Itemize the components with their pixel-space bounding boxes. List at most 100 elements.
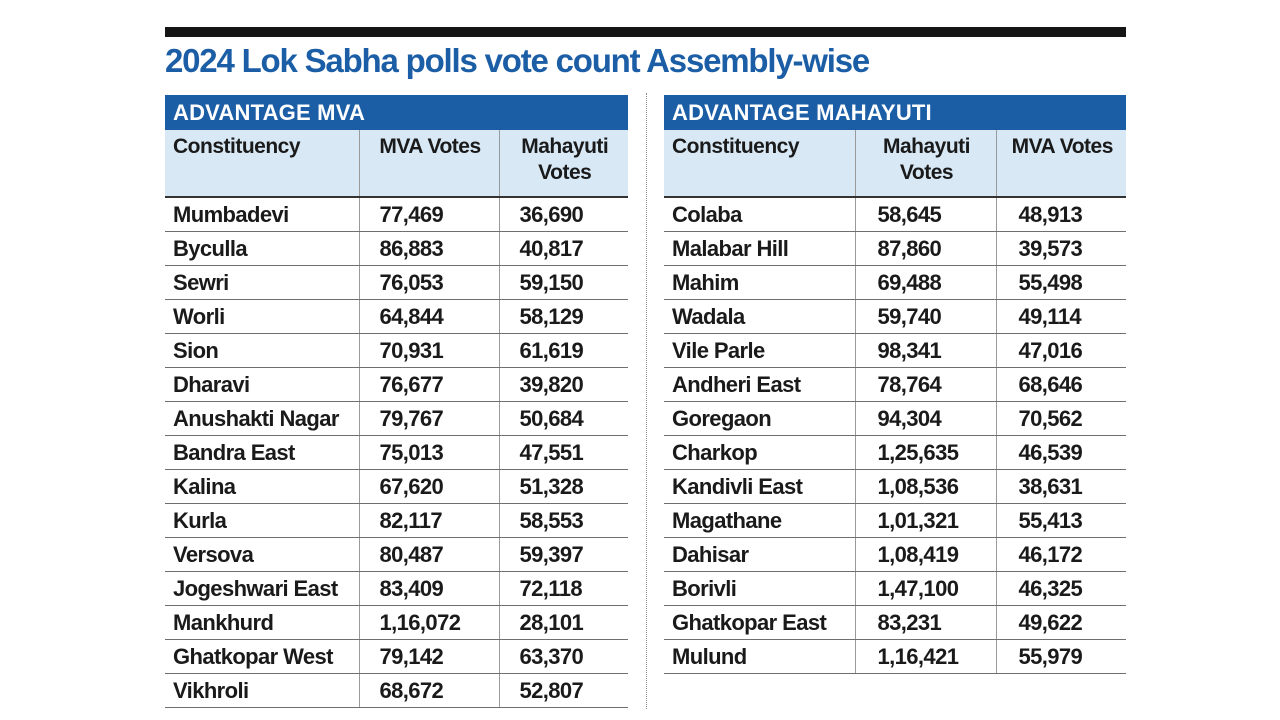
votes-cell: 98,341 — [854, 333, 996, 368]
votes-cell: 87,860 — [854, 231, 996, 266]
votes-cell: 94,304 — [854, 401, 996, 436]
votes-cell: 1,01,321 — [854, 503, 996, 538]
table-row: Ghatkopar East 83,231 49,622 — [664, 605, 1126, 640]
column-header: Constituency — [664, 130, 855, 198]
votes-cell: 40,817 — [498, 231, 628, 266]
constituency-cell: Ghatkopar West — [165, 639, 359, 674]
constituency-cell: Mankhurd — [165, 605, 359, 640]
votes-cell: 36,690 — [498, 197, 628, 232]
constituency-cell: Mumbadevi — [165, 197, 359, 232]
votes-cell: 72,118 — [498, 571, 628, 606]
votes-cell: 47,016 — [995, 333, 1126, 368]
votes-cell: 68,672 — [358, 673, 499, 708]
table-header-row: Constituency MVA Votes Mahayuti Votes — [165, 130, 628, 198]
votes-cell: 59,150 — [498, 265, 628, 300]
constituency-cell: Worli — [165, 299, 359, 334]
column-divider — [646, 93, 647, 709]
constituency-cell: Vikhroli — [165, 673, 359, 708]
panel-title-mahayuti: ADVANTAGE MAHAYUTI — [664, 95, 1126, 130]
votes-cell: 67,620 — [358, 469, 499, 504]
votes-cell: 55,413 — [995, 503, 1126, 538]
column-header: MVA Votes — [358, 130, 499, 198]
table-row: Mahim 69,488 55,498 — [664, 265, 1126, 300]
constituency-cell: Colaba — [664, 197, 855, 232]
votes-cell: 70,562 — [995, 401, 1126, 436]
votes-cell: 59,740 — [854, 299, 996, 334]
constituency-cell: Dahisar — [664, 537, 855, 572]
votes-cell: 1,08,419 — [854, 537, 996, 572]
table-row: Jogeshwari East 83,409 72,118 — [165, 571, 628, 606]
constituency-cell: Kurla — [165, 503, 359, 538]
votes-cell: 28,101 — [498, 605, 628, 640]
panel-title-mva: ADVANTAGE MVA — [165, 95, 628, 130]
constituency-cell: Bandra East — [165, 435, 359, 470]
table-row: Dahisar 1,08,419 46,172 — [664, 537, 1126, 572]
constituency-cell: Charkop — [664, 435, 855, 470]
votes-cell: 64,844 — [358, 299, 499, 334]
votes-cell: 58,129 — [498, 299, 628, 334]
votes-cell: 1,16,072 — [358, 605, 499, 640]
table-row: Borivli 1,47,100 46,325 — [664, 571, 1126, 606]
votes-cell: 58,553 — [498, 503, 628, 538]
column-header: Constituency — [165, 130, 359, 198]
table-row: Versova 80,487 59,397 — [165, 537, 628, 572]
table-row: Charkop 1,25,635 46,539 — [664, 435, 1126, 470]
votes-cell: 82,117 — [358, 503, 499, 538]
votes-cell: 39,820 — [498, 367, 628, 402]
votes-cell: 68,646 — [995, 367, 1126, 402]
votes-cell: 79,767 — [358, 401, 499, 436]
votes-cell: 79,142 — [358, 639, 499, 674]
votes-cell: 47,551 — [498, 435, 628, 470]
top-rule — [165, 27, 1126, 37]
table-row: Kandivli East 1,08,536 38,631 — [664, 469, 1126, 504]
table-row: Sion 70,931 61,619 — [165, 333, 628, 368]
table-row: Worli 64,844 58,129 — [165, 299, 628, 334]
constituency-cell: Ghatkopar East — [664, 605, 855, 640]
constituency-cell: Mahim — [664, 265, 855, 300]
column-header: Mahayuti Votes — [498, 130, 628, 198]
votes-cell: 52,807 — [498, 673, 628, 708]
votes-cell: 76,053 — [358, 265, 499, 300]
votes-cell: 48,913 — [995, 197, 1126, 232]
table-row: Goregaon 94,304 70,562 — [664, 401, 1126, 436]
votes-cell: 61,619 — [498, 333, 628, 368]
mva-advantage-panel: ADVANTAGE MVA Constituency MVA Votes Mah… — [165, 95, 628, 708]
mahayuti-advantage-panel: ADVANTAGE MAHAYUTI Constituency Mahayuti… — [664, 95, 1126, 674]
table-header-row: Constituency Mahayuti Votes MVA Votes — [664, 130, 1126, 198]
column-header: Mahayuti Votes — [854, 130, 996, 198]
votes-cell: 1,47,100 — [854, 571, 996, 606]
constituency-cell: Wadala — [664, 299, 855, 334]
column-header: MVA Votes — [995, 130, 1126, 198]
votes-cell: 46,172 — [995, 537, 1126, 572]
votes-cell: 69,488 — [854, 265, 996, 300]
votes-cell: 77,469 — [358, 197, 499, 232]
table-row: Mankhurd 1,16,072 28,101 — [165, 605, 628, 640]
mva-table: Constituency MVA Votes Mahayuti Votes Mu… — [165, 130, 628, 708]
constituency-cell: Kalina — [165, 469, 359, 504]
mahayuti-table-body: Colaba 58,645 48,913 Malabar Hill 87,860 39,5… — [664, 197, 1126, 674]
table-row: Ghatkopar West 79,142 63,370 — [165, 639, 628, 674]
votes-cell: 49,622 — [995, 605, 1126, 640]
table-row: Bandra East 75,013 47,551 — [165, 435, 628, 470]
table-row: Andheri East 78,764 68,646 — [664, 367, 1126, 402]
constituency-cell: Sewri — [165, 265, 359, 300]
votes-cell: 58,645 — [854, 197, 996, 232]
votes-cell: 70,931 — [358, 333, 499, 368]
votes-cell: 55,979 — [995, 639, 1126, 674]
votes-cell: 55,498 — [995, 265, 1126, 300]
table-row: Wadala 59,740 49,114 — [664, 299, 1126, 334]
constituency-cell: Malabar Hill — [664, 231, 855, 266]
votes-cell: 49,114 — [995, 299, 1126, 334]
constituency-cell: Mulund — [664, 639, 855, 674]
table-row: Mumbadevi 77,469 36,690 — [165, 197, 628, 232]
votes-cell: 38,631 — [995, 469, 1126, 504]
mva-table-body: Mumbadevi 77,469 36,690 Byculla 86,883 40,817… — [165, 197, 628, 708]
table-row: Dharavi 76,677 39,820 — [165, 367, 628, 402]
constituency-cell: Magathane — [664, 503, 855, 538]
table-row: Colaba 58,645 48,913 — [664, 197, 1126, 232]
constituency-cell: Vile Parle — [664, 333, 855, 368]
table-row: Malabar Hill 87,860 39,573 — [664, 231, 1126, 266]
votes-cell: 46,325 — [995, 571, 1126, 606]
votes-cell: 76,677 — [358, 367, 499, 402]
constituency-cell: Anushakti Nagar — [165, 401, 359, 436]
